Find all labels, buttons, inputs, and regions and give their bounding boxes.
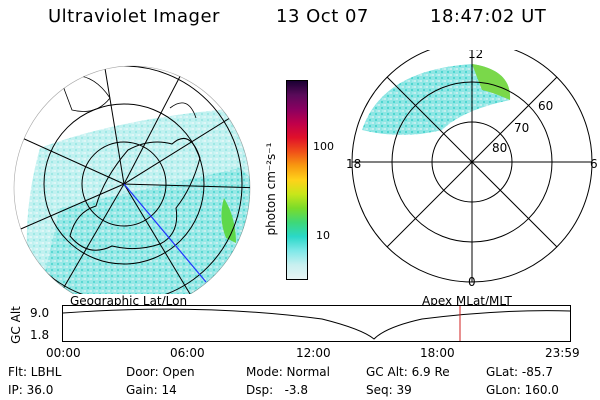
apex-caption: Apex MLat/MLT bbox=[422, 294, 512, 308]
geographic-caption: Geographic Lat/Lon bbox=[70, 294, 188, 308]
magnetic-polar-plot: 12 18 6 0 60 70 80 bbox=[346, 50, 598, 289]
status-seq: Seq: 39 bbox=[366, 383, 412, 397]
altitude-tick-9: 9.0 bbox=[30, 306, 50, 320]
time-tick-1200: 12:00 bbox=[296, 346, 331, 360]
mlat-label-80: 80 bbox=[492, 141, 507, 155]
mlt-label-12: 12 bbox=[468, 50, 483, 61]
time-tick-2359: 23:59 bbox=[545, 346, 580, 360]
mlt-label-18: 18 bbox=[346, 157, 361, 171]
status-dsp: Dsp: -3.8 bbox=[246, 383, 309, 397]
observation-time: 18:47:02 UT bbox=[430, 6, 547, 27]
auroral-oval-green bbox=[472, 64, 511, 100]
instrument-title: Ultraviolet Imager bbox=[48, 6, 220, 27]
altitude-tick-1.8: 1.8 bbox=[30, 328, 50, 342]
mlat-label-70: 70 bbox=[514, 121, 529, 135]
status-gain: Gain: 14 bbox=[126, 383, 177, 397]
colorbar-tick-10: 10 bbox=[316, 229, 330, 242]
aurora-emission-region-bright bbox=[40, 168, 250, 294]
time-tick-0600: 06:00 bbox=[170, 346, 205, 360]
mlat-label-60: 60 bbox=[538, 99, 553, 113]
status-door: Door: Open bbox=[126, 365, 195, 379]
colorbar bbox=[286, 80, 308, 280]
mlt-label-0: 0 bbox=[468, 275, 476, 289]
status-gc-alt: GC Alt: 6.9 Re bbox=[366, 365, 450, 379]
altitude-axis-label: GC Alt bbox=[9, 306, 23, 344]
colorbar-unit-label: photon cm⁻²s⁻¹ bbox=[264, 142, 278, 236]
altitude-strip-plot bbox=[62, 305, 571, 342]
geographic-polar-image bbox=[13, 65, 251, 294]
time-tick-0000: 00:00 bbox=[46, 346, 81, 360]
time-tick-1800: 18:00 bbox=[420, 346, 455, 360]
altitude-curve bbox=[62, 308, 571, 340]
mlt-label-6: 6 bbox=[590, 157, 598, 171]
observation-date: 13 Oct 07 bbox=[276, 6, 369, 27]
meridian-highlight-line bbox=[123, 183, 207, 283]
colorbar-tick-100: 100 bbox=[313, 140, 334, 153]
status-ip: IP: 36.0 bbox=[8, 383, 54, 397]
status-filter: Flt: LBHL bbox=[8, 365, 62, 379]
status-glon: GLon: 160.0 bbox=[486, 383, 559, 397]
status-mode: Mode: Normal bbox=[246, 365, 330, 379]
status-glat: GLat: -85.7 bbox=[486, 365, 553, 379]
